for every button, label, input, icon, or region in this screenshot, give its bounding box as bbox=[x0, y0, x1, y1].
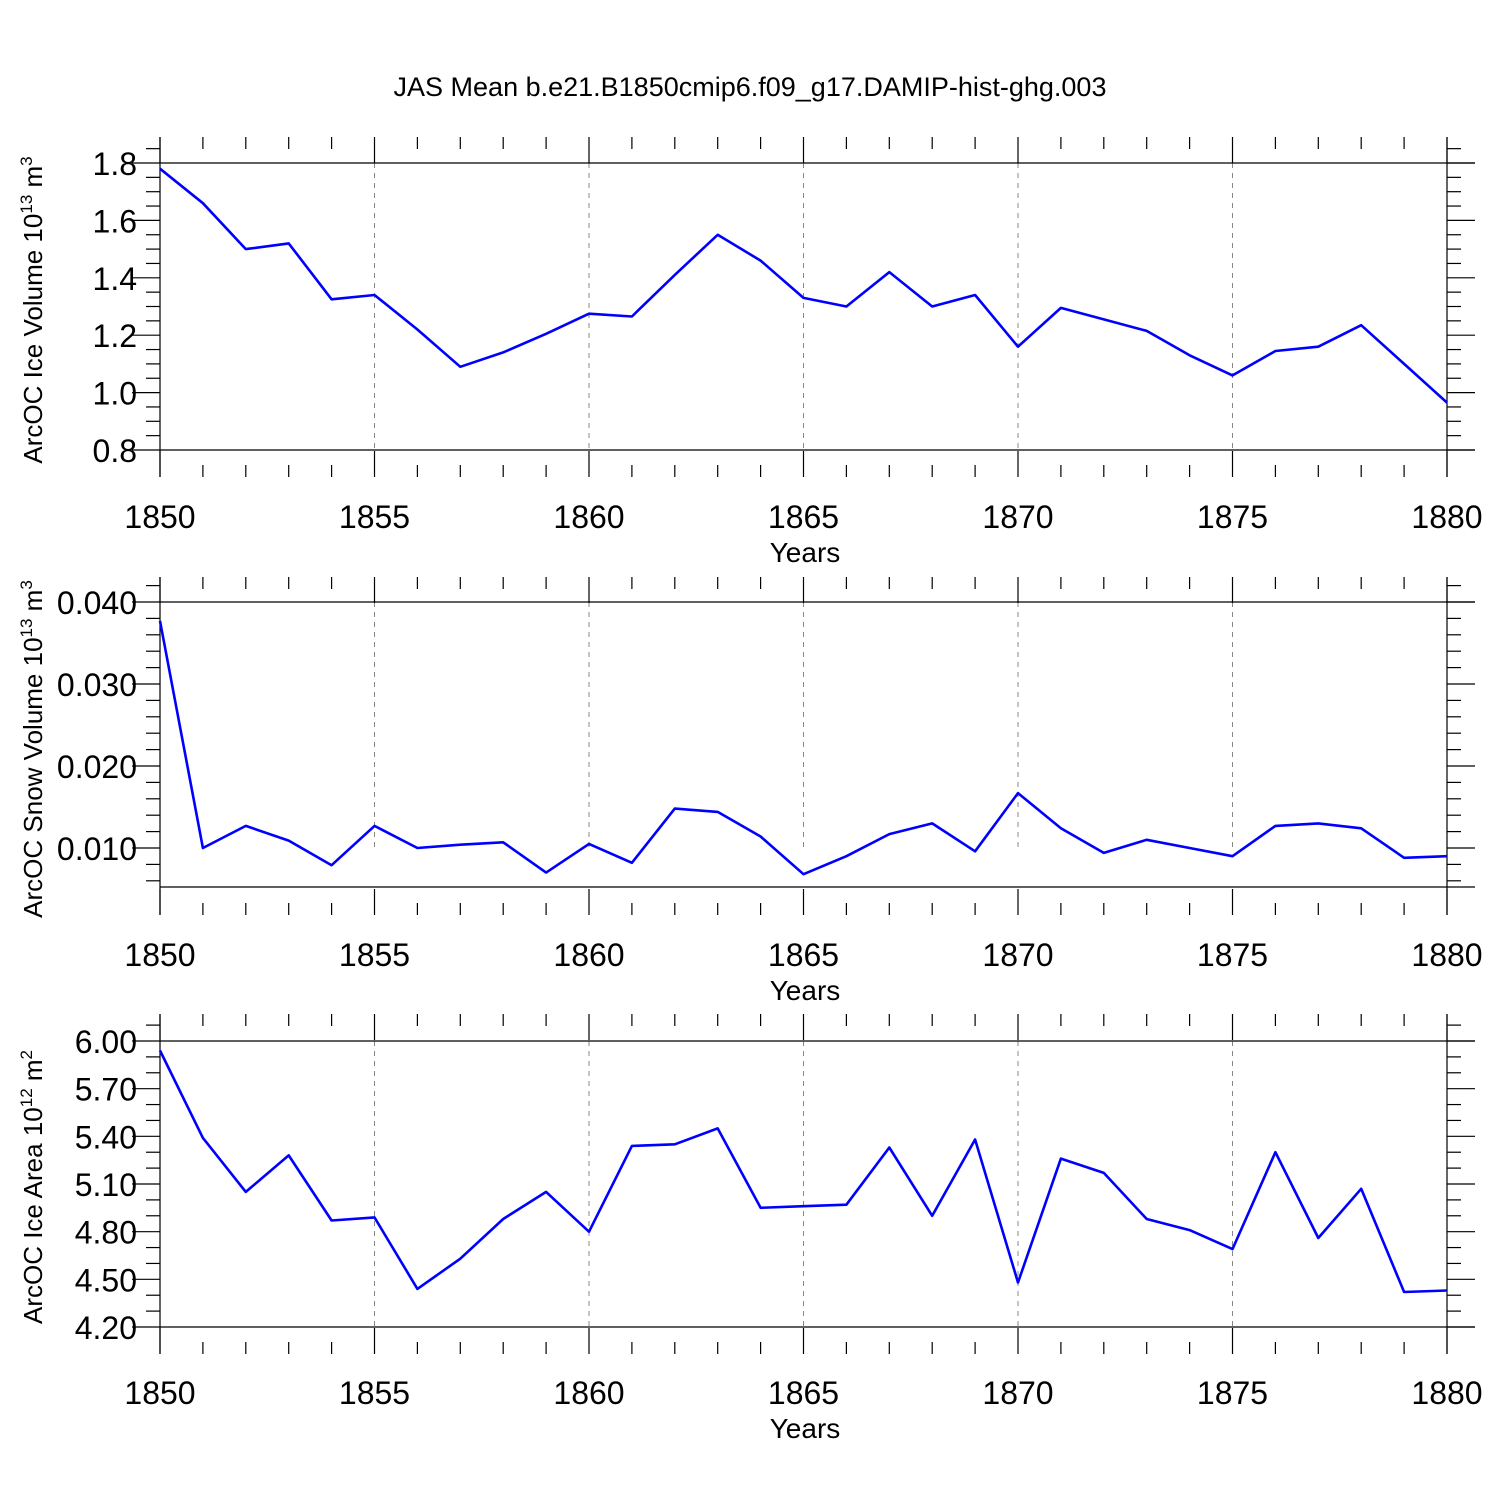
y-tick-label: 1.4 bbox=[93, 261, 137, 297]
chart-panel-3: 1850 1855 1860 1865 1870 1875 1880 Years 4.20 4.5… bbox=[17, 1014, 1483, 1444]
y-axis-label-unit-exponent: 2 bbox=[17, 1050, 36, 1059]
chart-panel-1: 1850 1855 1860 1865 1870 1875 1880 Years 0.8 1.0 1… bbox=[17, 137, 1483, 568]
y-axis-label: ArcOC Snow Volume 1013 m3 bbox=[17, 580, 48, 918]
x-tick-label: 1855 bbox=[339, 1375, 410, 1411]
x-tick-label: 1855 bbox=[339, 499, 410, 535]
y-tick-label: 0.010 bbox=[57, 831, 137, 867]
y-axis-label-text: ArcOC Snow Volume 10 bbox=[18, 637, 48, 917]
x-tick-label: 1870 bbox=[982, 937, 1053, 973]
y-tick-label: 0.8 bbox=[93, 433, 137, 469]
x-tick-label: 1870 bbox=[982, 1375, 1053, 1411]
x-tick-label: 1875 bbox=[1197, 937, 1268, 973]
y-tick-label: 5.40 bbox=[75, 1119, 137, 1155]
y-axis-label-exponent: 12 bbox=[17, 1088, 36, 1107]
y-tick-label: 4.20 bbox=[75, 1310, 137, 1346]
y-tick-label: 1.0 bbox=[93, 376, 137, 412]
y-axis-label-text: ArcOC Ice Volume 10 bbox=[18, 214, 48, 464]
y-tick-label: 0.040 bbox=[57, 585, 137, 621]
x-tick-label: 1875 bbox=[1197, 499, 1268, 535]
chart-panels: 1850 1855 1860 1865 1870 1875 1880 Years 0.8 1.0 1… bbox=[17, 137, 1483, 1444]
x-axis-label: Years bbox=[770, 1413, 841, 1444]
y-axis-label-exponent: 13 bbox=[17, 619, 36, 638]
series-line bbox=[158, 620, 1448, 876]
y-axis-label-unit-exponent: 3 bbox=[17, 156, 36, 165]
y-tick-label: 6.00 bbox=[75, 1024, 137, 1060]
y-axis-label-unit-exponent: 3 bbox=[17, 580, 36, 589]
x-tick-label: 1850 bbox=[124, 1375, 195, 1411]
y-tick-label: 5.10 bbox=[75, 1167, 137, 1203]
y-tick-label: 1.2 bbox=[93, 318, 137, 354]
x-axis-label: Years bbox=[770, 975, 841, 1006]
x-tick-label: 1865 bbox=[768, 1375, 839, 1411]
x-tick-label: 1855 bbox=[339, 937, 410, 973]
figure-title: JAS Mean b.e21.B1850cmip6.f09_g17.DAMIP-… bbox=[394, 72, 1107, 102]
y-tick-label: 0.020 bbox=[57, 749, 137, 785]
chart-panel-2: 1850 1855 1860 1865 1870 1875 1880 Years 0.010 0.… bbox=[17, 577, 1483, 1006]
y-tick-label: 5.70 bbox=[75, 1072, 137, 1108]
y-tick-label: 1.8 bbox=[93, 146, 137, 182]
y-tick-label: 4.50 bbox=[75, 1262, 137, 1298]
x-tick-label: 1850 bbox=[124, 937, 195, 973]
x-tick-label: 1870 bbox=[982, 499, 1053, 535]
x-tick-label: 1865 bbox=[768, 499, 839, 535]
x-axis-label: Years bbox=[770, 537, 841, 568]
x-tick-label: 1860 bbox=[553, 499, 624, 535]
y-axis-label-unit: m bbox=[18, 166, 48, 195]
x-tick-label: 1850 bbox=[124, 499, 195, 535]
x-tick-label: 1880 bbox=[1411, 937, 1482, 973]
y-tick-label: 1.6 bbox=[93, 203, 137, 239]
x-tick-label: 1880 bbox=[1411, 1375, 1482, 1411]
y-axis-label-exponent: 13 bbox=[17, 195, 36, 214]
x-tick-label: 1860 bbox=[553, 937, 624, 973]
y-tick-label: 0.030 bbox=[57, 667, 137, 703]
y-axis-label-unit: m bbox=[18, 1059, 48, 1088]
y-tick-label: 4.80 bbox=[75, 1215, 137, 1251]
x-tick-label: 1860 bbox=[553, 1375, 624, 1411]
y-axis-label-text: ArcOC Ice Area 10 bbox=[18, 1107, 48, 1324]
y-axis-label: ArcOC Ice Area 1012 m2 bbox=[17, 1050, 48, 1324]
x-tick-label: 1865 bbox=[768, 937, 839, 973]
y-axis-label-unit: m bbox=[18, 590, 48, 619]
series-line bbox=[158, 1049, 1448, 1294]
x-tick-label: 1880 bbox=[1411, 499, 1482, 535]
y-axis-label: ArcOC Ice Volume 1013 m3 bbox=[17, 156, 48, 463]
x-tick-label: 1875 bbox=[1197, 1375, 1268, 1411]
series-line bbox=[159, 167, 1448, 404]
